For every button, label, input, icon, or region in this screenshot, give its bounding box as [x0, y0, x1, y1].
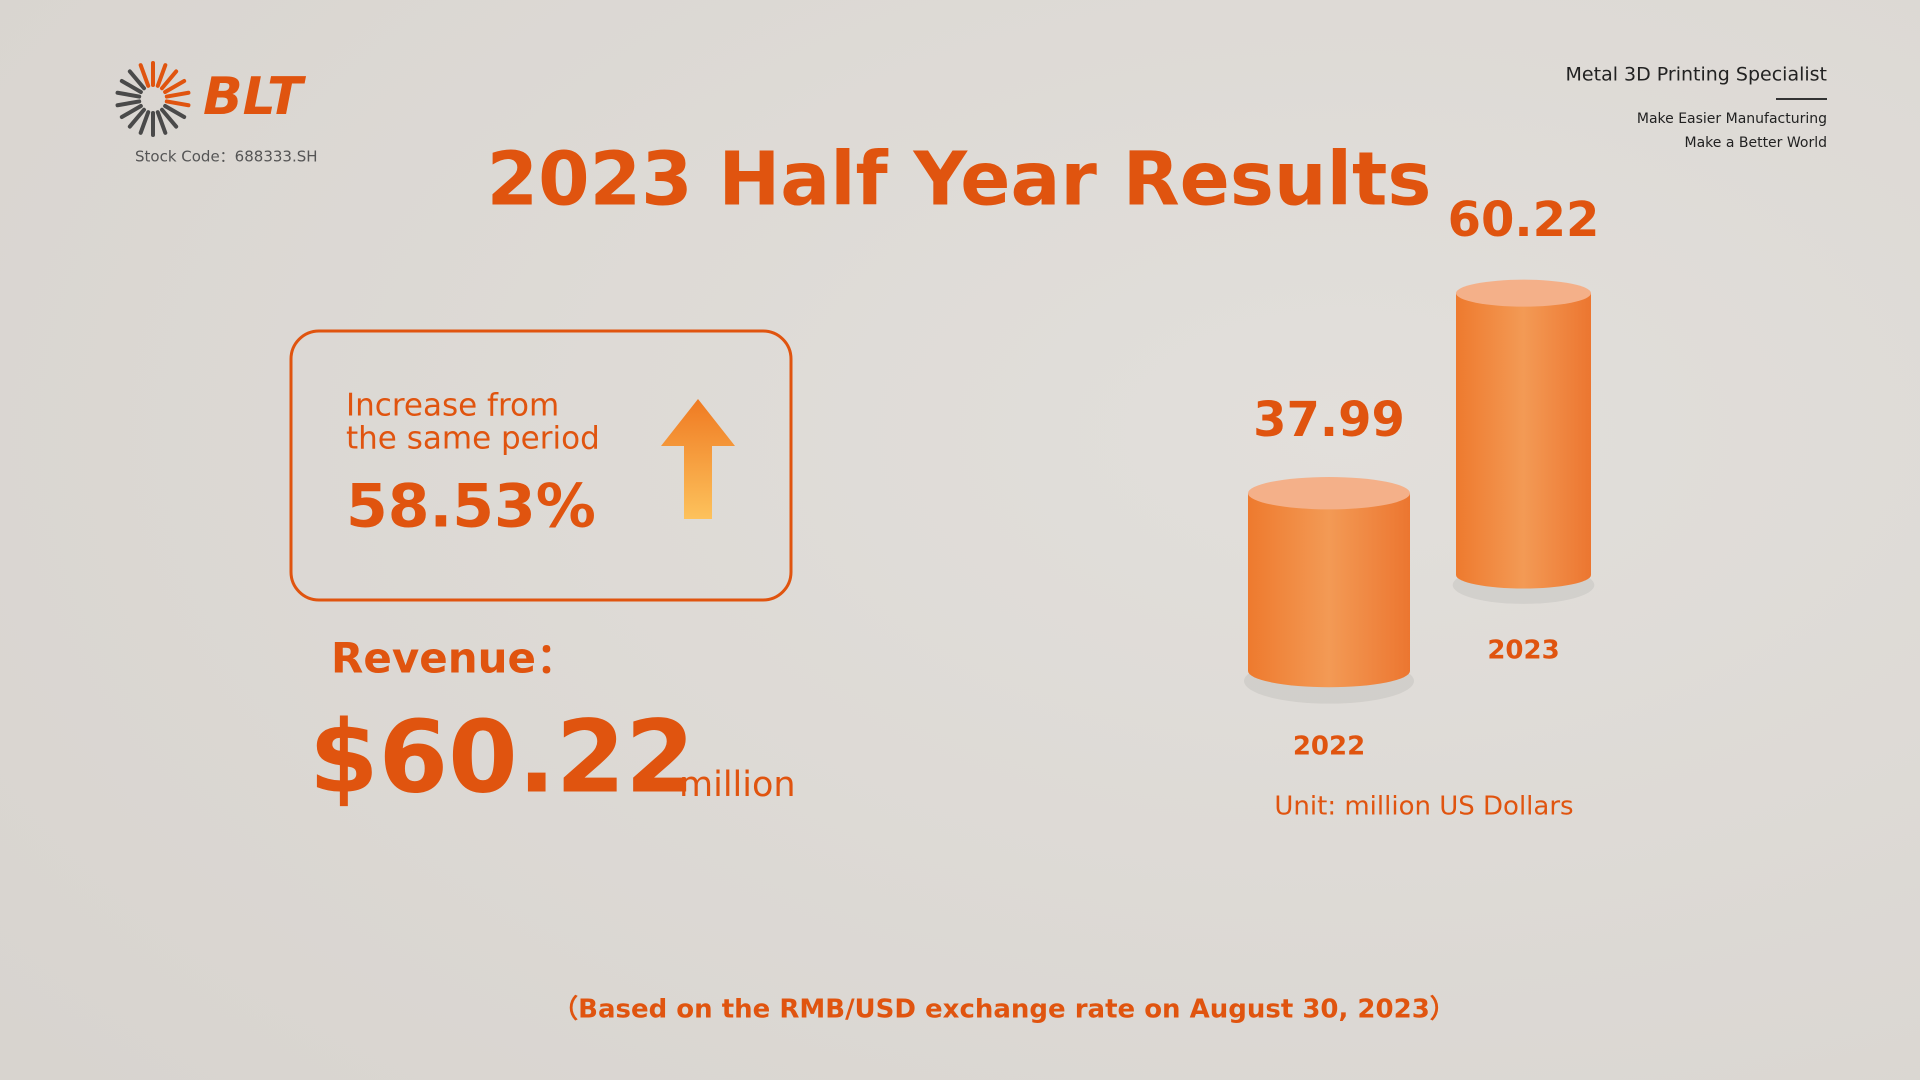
revenue-value: $60.22	[309, 698, 695, 815]
footnote: （Based on the RMB/USD exchange rate on A…	[552, 995, 1456, 1025]
unit-note: Unit: million US Dollars	[1274, 792, 1573, 822]
title: 2023 Half Year Results	[487, 137, 1432, 223]
cylinder	[1456, 293, 1591, 589]
value-label: 60.22	[1448, 192, 1600, 248]
category-label: 2023	[1487, 636, 1559, 666]
up-arrow	[661, 399, 735, 519]
increase-value: 58.53%	[346, 472, 596, 542]
value-label: 37.99	[1253, 392, 1405, 448]
tagline-title: Metal 3D Printing Specialist	[1566, 64, 1827, 86]
logo-mark	[115, 61, 191, 137]
revenue-unit: million	[679, 765, 796, 805]
logo-text: BLT	[203, 67, 306, 127]
tagline-line: Make Easier Manufacturing	[1637, 111, 1827, 127]
increase-label: Increase from	[346, 388, 559, 424]
cylinder-top	[1248, 477, 1410, 510]
tagline-line: Make a Better World	[1685, 135, 1828, 151]
cylinder-top	[1456, 279, 1591, 307]
cylinder	[1248, 493, 1410, 688]
stock-code: Stock Code：688333.SH	[135, 148, 318, 166]
revenue-label: Revenue：	[331, 634, 578, 683]
category-label: 2022	[1293, 732, 1365, 762]
increase-label: the same period	[346, 421, 600, 457]
increase-box	[289, 329, 793, 602]
